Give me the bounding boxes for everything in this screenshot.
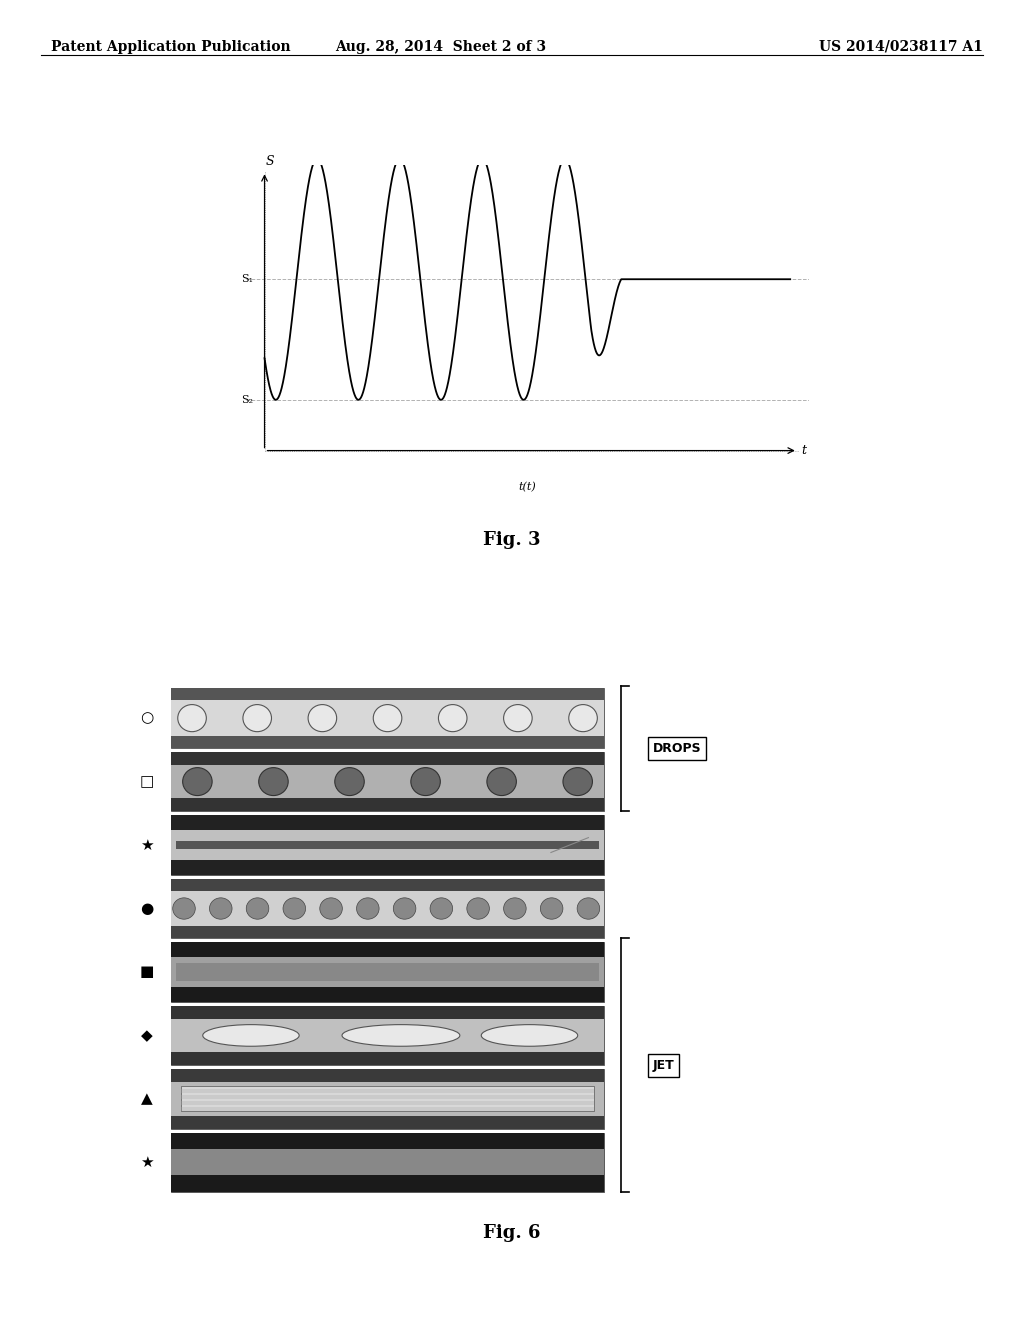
Bar	[171, 859, 604, 875]
Text: t(t): t(t)	[518, 482, 537, 492]
Circle shape	[393, 898, 416, 919]
Text: DROPS: DROPS	[652, 742, 701, 755]
Circle shape	[243, 705, 271, 731]
Text: ▲: ▲	[140, 1092, 153, 1106]
Circle shape	[411, 768, 440, 796]
Circle shape	[578, 898, 600, 919]
Bar	[171, 1069, 604, 1129]
Bar	[171, 879, 604, 891]
Bar	[181, 1086, 594, 1111]
Text: ■: ■	[139, 965, 154, 979]
Circle shape	[568, 705, 597, 731]
Circle shape	[283, 898, 305, 919]
Text: ★: ★	[139, 838, 154, 853]
Bar	[181, 1107, 594, 1111]
Bar	[171, 1115, 604, 1129]
Text: JET: JET	[652, 1059, 675, 1072]
Bar	[171, 1052, 604, 1065]
Bar	[171, 799, 604, 812]
Text: US 2014/0238117 A1: US 2014/0238117 A1	[819, 40, 983, 54]
Bar	[171, 1019, 604, 1052]
Circle shape	[319, 898, 342, 919]
Bar	[171, 689, 604, 701]
Circle shape	[308, 705, 337, 731]
Bar	[171, 689, 604, 748]
Bar	[171, 752, 604, 812]
Bar	[171, 1069, 604, 1082]
Text: t: t	[802, 444, 807, 457]
Bar	[171, 830, 604, 859]
Bar	[171, 816, 604, 830]
Circle shape	[563, 768, 593, 796]
Bar	[171, 942, 604, 957]
Ellipse shape	[481, 1024, 578, 1047]
Circle shape	[182, 768, 212, 796]
Circle shape	[335, 768, 365, 796]
Circle shape	[467, 898, 489, 919]
Bar	[171, 1006, 604, 1019]
Bar	[181, 1101, 594, 1105]
Text: Fig. 6: Fig. 6	[483, 1224, 541, 1242]
Bar	[171, 1150, 604, 1175]
Bar	[171, 987, 604, 1002]
Text: ★: ★	[139, 1155, 154, 1170]
Text: ◆: ◆	[140, 1028, 153, 1043]
Circle shape	[374, 705, 401, 731]
Bar	[181, 1089, 594, 1093]
Bar	[171, 879, 604, 939]
Bar	[171, 927, 604, 939]
Bar	[171, 891, 604, 927]
Circle shape	[541, 898, 563, 919]
Bar	[171, 1082, 604, 1115]
Circle shape	[486, 768, 516, 796]
Text: ○: ○	[140, 710, 154, 726]
Circle shape	[246, 898, 269, 919]
Text: Patent Application Publication: Patent Application Publication	[51, 40, 291, 54]
Bar	[176, 964, 599, 981]
Circle shape	[173, 898, 196, 919]
Text: S₂: S₂	[242, 395, 253, 405]
Circle shape	[438, 705, 467, 731]
Text: Fig. 3: Fig. 3	[483, 531, 541, 549]
Circle shape	[504, 705, 532, 731]
Bar	[171, 1133, 604, 1192]
Bar	[171, 816, 604, 875]
Bar	[171, 766, 604, 799]
Bar	[181, 1094, 594, 1098]
Circle shape	[430, 898, 453, 919]
Bar	[171, 1006, 604, 1065]
Text: □: □	[139, 774, 154, 789]
Bar	[171, 737, 604, 748]
Bar	[171, 1133, 604, 1150]
Ellipse shape	[203, 1024, 299, 1047]
Bar	[176, 841, 599, 849]
Bar	[171, 701, 604, 737]
Circle shape	[504, 898, 526, 919]
Circle shape	[259, 768, 288, 796]
Bar	[171, 1175, 604, 1192]
Bar	[171, 752, 604, 766]
Circle shape	[356, 898, 379, 919]
Circle shape	[178, 705, 206, 731]
Text: ●: ●	[140, 902, 154, 916]
Text: S: S	[266, 154, 274, 168]
Text: S₁: S₁	[242, 275, 253, 284]
Bar	[171, 942, 604, 1002]
Ellipse shape	[342, 1024, 460, 1047]
Circle shape	[210, 898, 232, 919]
Text: Aug. 28, 2014  Sheet 2 of 3: Aug. 28, 2014 Sheet 2 of 3	[335, 40, 546, 54]
Bar	[171, 957, 604, 987]
